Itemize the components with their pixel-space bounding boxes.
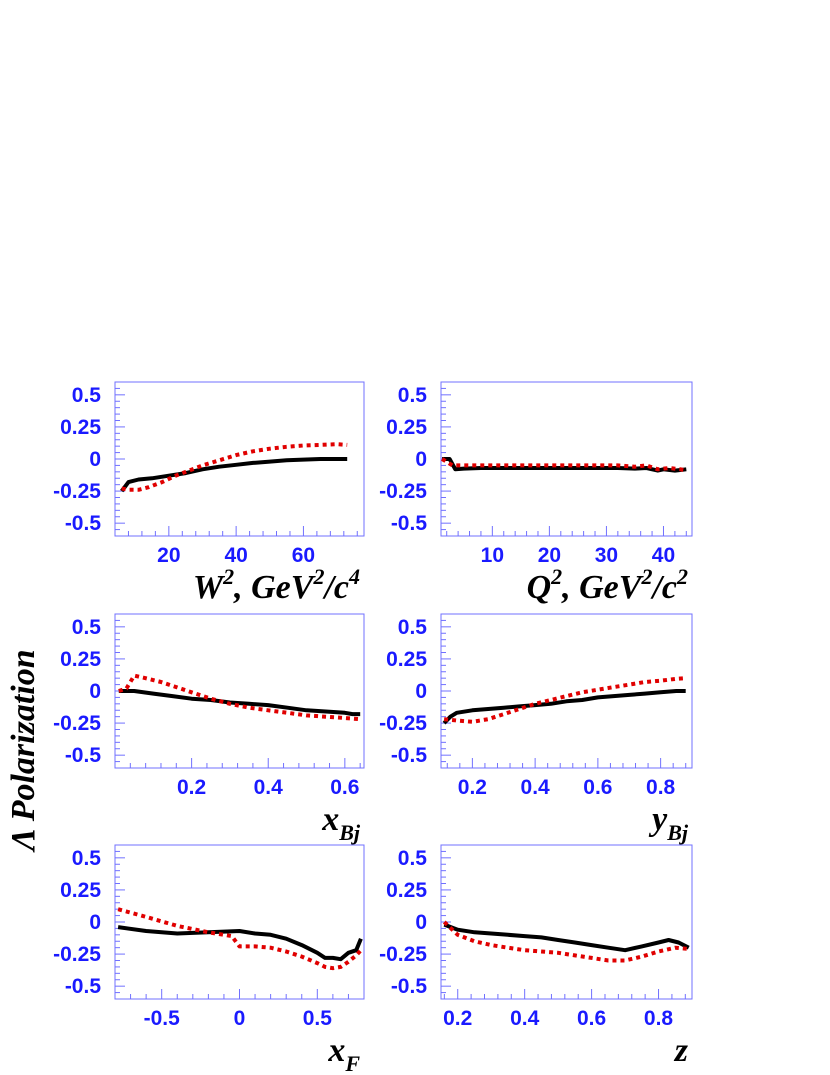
dotted-series-line: [117, 907, 363, 971]
panel-5: 0.50.250-0.25-0.5-0.5 0 0.5xF: [53, 844, 365, 1075]
x-tick-label: 0.4: [510, 1007, 540, 1030]
y-tick-label: -0.5: [65, 975, 102, 998]
x-tick-label: 60: [292, 544, 315, 567]
plot-frame: [440, 844, 693, 1000]
x-tick-label: 0.6: [577, 1007, 606, 1030]
solid-series-line: [442, 689, 686, 725]
y-tick-label: 0.5: [398, 847, 428, 870]
y-tick-label: -0.5: [391, 975, 428, 998]
x-axis-label: Q2, GeV2/c2: [527, 564, 688, 606]
panel-6: 0.5 0.25 0 -0.25 -0.5 0.2 0.4 0.6 0.8z: [379, 844, 693, 1069]
x-tick-label: 10: [481, 544, 504, 567]
y-tick-label: 0: [89, 911, 101, 934]
x-tick-label: 0.2: [177, 776, 206, 799]
x-tick-label: 0.5: [303, 1007, 333, 1030]
plot-frame: [440, 381, 693, 537]
dotted-series-line: [441, 457, 687, 473]
y-tick-label: 0.5: [398, 384, 428, 407]
x-axis-label: W2, GeV2/c4: [193, 564, 360, 606]
y-tick-label: 0.25: [386, 416, 427, 439]
dotted-series-line: [121, 442, 348, 492]
x-axis-label: xF: [327, 1032, 360, 1075]
x-tick-label: 40: [652, 544, 675, 567]
y-tick-label: -0.5: [65, 512, 102, 535]
y-tick-label: 0.5: [72, 616, 102, 639]
x-tick-label: 40: [224, 544, 247, 567]
y-tick-label: -0.25: [379, 480, 427, 503]
y-tick-label: 0: [89, 680, 101, 703]
plot-frame: [114, 613, 365, 769]
y-tick-label: -0.5: [391, 744, 428, 767]
x-tick-label: 0.6: [330, 776, 359, 799]
x-tick-label: 0.2: [443, 1007, 472, 1030]
x-tick-label: 20: [157, 544, 180, 567]
x-tick-label: 0.6: [583, 776, 612, 799]
solid-series-line: [442, 457, 687, 473]
x-tick-label: 0.4: [521, 776, 551, 799]
x-tick-label: 20: [538, 544, 561, 567]
x-tick-label: 30: [595, 544, 618, 567]
x-tick-label: 0.8: [646, 776, 676, 799]
y-tick-label: -0.25: [379, 712, 427, 735]
y-tick-label: -0.25: [53, 712, 101, 735]
y-tick-label: -0.5: [391, 512, 428, 535]
x-tick-label: 0.8: [644, 1007, 674, 1030]
dotted-series-line: [443, 676, 686, 724]
x-tick-label: 0.2: [458, 776, 487, 799]
y-tick-label: 0.25: [386, 648, 427, 671]
solid-series-line: [118, 689, 361, 717]
x-axis-label: z: [674, 1032, 689, 1069]
y-tick-label: 0.25: [60, 648, 101, 671]
y-tick-label: 0: [415, 911, 427, 934]
y-tick-label: 0.5: [398, 616, 428, 639]
solid-series-line: [443, 922, 690, 953]
solid-series-line: [120, 457, 348, 493]
y-tick-label: 0.25: [60, 416, 101, 439]
y-axis-label: Λ Polarization: [5, 649, 42, 852]
y-tick-label: 0.25: [60, 879, 101, 902]
y-tick-label: 0: [89, 448, 101, 471]
y-tick-label: 0: [415, 448, 427, 471]
y-tick-label: 0.25: [386, 879, 427, 902]
x-tick-label: 0.4: [254, 776, 284, 799]
solid-series-line: [117, 925, 363, 962]
x-axis-label: yBj: [648, 801, 689, 845]
dotted-series-line: [442, 920, 689, 963]
dotted-series-line: [118, 673, 361, 722]
x-axis-label: xBj: [321, 801, 361, 845]
y-tick-label: 0.5: [72, 847, 102, 870]
y-tick-label: -0.25: [53, 480, 101, 503]
y-tick-label: -0.25: [53, 943, 101, 966]
y-tick-label: 0.5: [72, 384, 102, 407]
x-tick-label: -0.5: [144, 1007, 181, 1030]
y-tick-label: -0.25: [379, 943, 427, 966]
y-tick-label: -0.5: [65, 744, 102, 767]
plot-frame: [114, 844, 365, 1000]
y-tick-label: 0: [415, 680, 427, 703]
x-tick-label: 0: [234, 1007, 246, 1030]
